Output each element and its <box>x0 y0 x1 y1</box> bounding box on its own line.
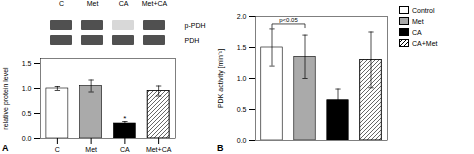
svg-text:0.0: 0.0 <box>22 135 32 142</box>
svg-text:relative protein level: relative protein level <box>2 67 10 130</box>
svg-text:0.0: 0.0 <box>237 137 247 144</box>
svg-text:Met+CA: Met+CA <box>142 0 168 7</box>
svg-text:1.0: 1.0 <box>237 75 247 82</box>
svg-text:p<0.05: p<0.05 <box>279 17 298 23</box>
svg-text:Met: Met <box>87 0 99 7</box>
svg-text:CA: CA <box>120 146 130 153</box>
html-text:CA+Met: CA+Met <box>412 39 438 47</box>
html-text:B: B <box>217 143 224 153</box>
svg-text:PDH: PDH <box>185 37 200 44</box>
svg-text:1.5: 1.5 <box>237 44 247 51</box>
svg-text:p-PDH: p-PDH <box>185 22 206 30</box>
svg-text:1.5: 1.5 <box>22 60 32 67</box>
svg-text:CA: CA <box>119 0 129 7</box>
svg-text:0.5: 0.5 <box>22 110 32 117</box>
svg-text:C: C <box>59 0 64 7</box>
html-text:Control: Control <box>412 6 435 14</box>
svg-text:*: * <box>123 114 126 123</box>
svg-text:1.0: 1.0 <box>22 85 32 92</box>
svg-text:Met+CA: Met+CA <box>146 146 172 153</box>
svg-text:0.5: 0.5 <box>237 106 247 113</box>
html-text:Met: Met <box>412 17 424 25</box>
svg-text:Met: Met <box>85 146 97 153</box>
html-text:CA: CA <box>412 28 422 36</box>
svg-text:2.0: 2.0 <box>237 13 247 20</box>
svg-text:C: C <box>55 146 60 153</box>
svg-text:PDK activity [min⁻¹]: PDK activity [min⁻¹] <box>217 49 225 108</box>
html-text:A: A <box>2 143 9 153</box>
